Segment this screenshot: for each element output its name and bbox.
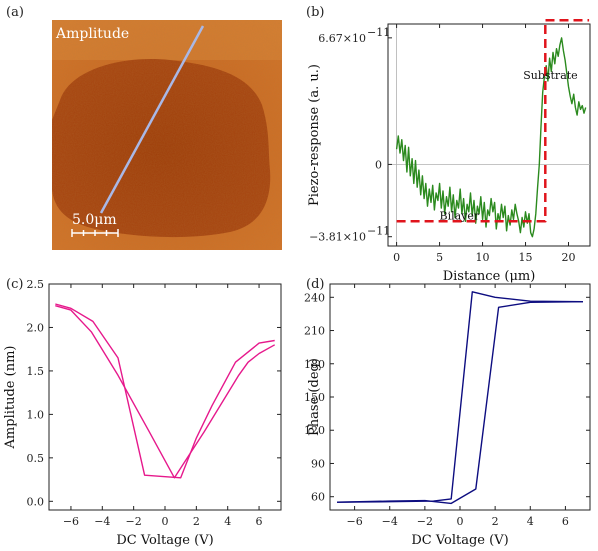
y-tick-label: 120: [304, 424, 325, 437]
image-label: Amplitude: [55, 26, 129, 42]
scale-bar: [71, 229, 119, 237]
amplitude-image: Amplitude 5.0μm: [52, 20, 282, 250]
panel-c-label: (c): [6, 277, 23, 292]
x-tick-label: 15: [519, 251, 533, 264]
x-tick-label: 20: [562, 251, 576, 264]
x-tick-label: −6: [63, 515, 79, 528]
y-tick-label: 1.5: [27, 365, 45, 378]
x-axis-label: DC Voltage (V): [411, 533, 508, 548]
y-axis-label: Piezo-response (a. u.): [307, 64, 322, 206]
panel-d-label: (d): [306, 277, 324, 292]
series-line-c-1: [55, 303, 275, 479]
x-tick-label: 2: [492, 515, 499, 528]
series-line-b-0: [395, 37, 587, 238]
x-tick-label: 4: [527, 515, 534, 528]
y-tick-label: 1.0: [27, 408, 45, 421]
panel-c: (c) −6 −4 −2 0 2 4 6 0.0 0.5 1.0 1.5 2.0 2.5 DC Volta…: [3, 277, 282, 548]
x-tick-label: −4: [382, 515, 398, 528]
y-tick-label: 0.5: [27, 452, 45, 465]
x-tick-label: −2: [126, 515, 142, 528]
x-tick-label: −2: [417, 515, 433, 528]
y-tick-label: −3.81×10: [309, 231, 366, 244]
y-axis-label: Phase (deg): [307, 358, 322, 436]
scale-bar-label: 5.0μm: [72, 212, 117, 228]
plot-b: 0 5 10 15 206.67×10 −110−3.81×10 −11SubstrateB…: [307, 18, 591, 284]
x-tick-label: 10: [476, 251, 490, 264]
panel-a: (a) Amplitude 5.0μm: [6, 5, 282, 250]
x-tick-label: 6: [562, 515, 569, 528]
y-tick-exponent: −11: [367, 26, 390, 39]
plot-frame-b: [387, 23, 591, 247]
x-tick-label: −6: [346, 515, 362, 528]
panel-d: (d) −6 −4 −2 0 2 4 6 60 90 120 150 180 210 240 DC Volt…: [304, 277, 591, 548]
x-tick-label: 0: [162, 515, 169, 528]
x-tick-label: 0: [457, 515, 464, 528]
x-tick-label: −4: [94, 515, 110, 528]
y-tick-label: 0.0: [27, 495, 45, 508]
x-tick-label: 6: [256, 515, 263, 528]
y-tick-label: 210: [304, 325, 325, 338]
y-tick-label: 90: [311, 457, 325, 470]
image-texture: [52, 20, 282, 250]
y-tick-label: 2.5: [27, 278, 45, 291]
y-tick-exponent: −11: [367, 225, 390, 238]
y-axis-label: Amplitude (nm): [3, 346, 18, 450]
annotation: Bilayer: [440, 209, 480, 222]
x-tick-label: 0: [393, 251, 400, 264]
plot-d: −6 −4 −2 0 2 4 6 60 90 120 150 180 210 240 DC Voltage …: [304, 283, 591, 548]
y-tick-label: 60: [311, 491, 325, 504]
y-tick-label: 0: [375, 158, 382, 171]
series-line-d-0: [336, 291, 584, 503]
y-tick-label: 6.67×10: [318, 32, 366, 45]
line-profile: [99, 25, 205, 214]
y-tick-label: 150: [304, 391, 325, 404]
panel-b: (b) 0 5 10 15 206.67×10 −110−3.81×10 −11Substr…: [306, 5, 591, 284]
x-tick-label: 4: [224, 515, 231, 528]
plot-frame-d: [329, 283, 591, 511]
panel-a-label: (a): [6, 5, 24, 20]
panel-b-label: (b): [306, 5, 324, 20]
series-line-b-1: [396, 18, 590, 223]
x-tick-label: 2: [193, 515, 200, 528]
x-axis-label: Distance (μm): [443, 269, 536, 284]
series-line-c-0: [55, 305, 276, 479]
y-tick-label: 180: [304, 358, 325, 371]
x-tick-label: 5: [436, 251, 443, 264]
x-axis-label: DC Voltage (V): [116, 533, 213, 548]
series-line-d-1: [336, 301, 584, 505]
y-tick-label: 2.0: [27, 321, 45, 334]
y-tick-label: 240: [304, 291, 325, 304]
annotation: Substrate: [523, 69, 577, 82]
plot-c: −6 −4 −2 0 2 4 6 0.0 0.5 1.0 1.5 2.0 2.5 DC Voltage (…: [3, 278, 282, 548]
